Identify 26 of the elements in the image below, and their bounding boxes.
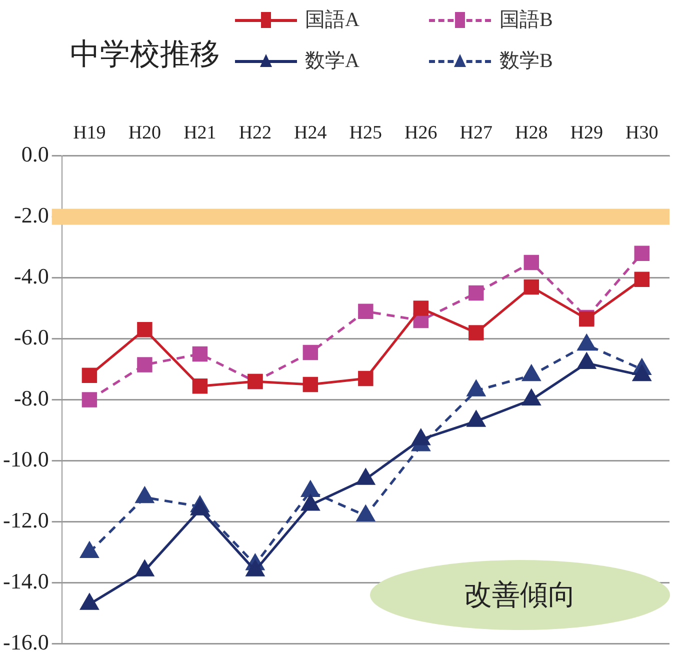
x-tick-label: H21 [184, 122, 216, 144]
legend-label: 国語B [499, 8, 553, 33]
x-tick-label: H22 [238, 122, 272, 144]
legend-label: 数学B [499, 49, 553, 74]
x-tick-label: H24 [294, 122, 328, 144]
y-tick-label: -16.0 [3, 630, 49, 655]
y-tick-label: -8.0 [14, 386, 49, 411]
y-tick-label: -4.0 [14, 264, 49, 289]
x-tick-label: H25 [349, 122, 382, 144]
legend-label: 数学A [305, 49, 360, 74]
x-tick-label: H29 [570, 122, 604, 144]
x-tick-label: H26 [404, 122, 438, 144]
x-tick-label: H28 [515, 122, 548, 144]
chart-title: 中学校推移 [70, 36, 220, 74]
x-tick-label: H30 [626, 122, 658, 144]
legend-label: 国語A [305, 8, 360, 33]
y-tick-label: -10.0 [3, 446, 49, 472]
y-tick-label: -2.0 [14, 202, 49, 228]
x-tick-label: H27 [460, 122, 493, 144]
x-tick-label: H19 [73, 122, 106, 144]
y-tick-label: -6.0 [14, 324, 49, 350]
y-tick-label: -12.0 [3, 508, 49, 533]
ellipse-badge: 改善傾向 [370, 560, 670, 630]
y-tick-label: 0.0 [21, 142, 49, 167]
y-tick-label: -14.0 [3, 568, 49, 594]
x-tick-label: H20 [128, 122, 162, 144]
